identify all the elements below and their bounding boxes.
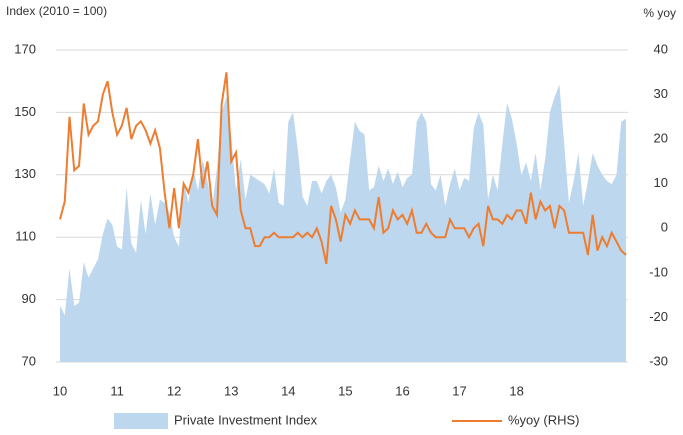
y-tick-label: 110 (15, 229, 36, 244)
y2-tick-label: 40 (654, 41, 668, 56)
y-tick-label: 130 (14, 166, 36, 181)
y2-tick-label: -20 (649, 309, 668, 324)
y2-tick-label: -10 (649, 264, 668, 279)
legend-label: Private Investment Index (174, 412, 318, 427)
legend-swatch (114, 413, 168, 429)
y2-tick-label: 30 (654, 86, 668, 101)
x-tick-label: 17 (452, 383, 466, 398)
y-tick-label: 70 (22, 353, 36, 368)
x-tick-label: 12 (167, 383, 181, 398)
x-tick-label: 14 (281, 383, 295, 398)
x-tick-label: 18 (509, 383, 523, 398)
line (59, 72, 627, 265)
y2-axis-label: % yoy (643, 6, 676, 20)
legend-label: %yoy (RHS) (508, 412, 580, 427)
x-tick-label: 16 (395, 383, 409, 398)
y2-tick-label: 10 (654, 175, 668, 190)
y2-tick-label: 20 (654, 131, 668, 146)
y-axis-label: Index (2010 = 100) (6, 4, 107, 18)
y-tick-label: 90 (22, 291, 36, 306)
x-tick-label: 15 (338, 383, 352, 398)
x-tick-label: 13 (224, 383, 238, 398)
x-tick-label: 11 (110, 383, 124, 398)
y2-tick-label: 0 (661, 220, 668, 235)
y-tick-label: 170 (14, 41, 36, 56)
y-tick-label: 150 (14, 104, 36, 119)
y2-tick-label: -30 (649, 353, 668, 368)
x-tick-label: 10 (53, 383, 67, 398)
